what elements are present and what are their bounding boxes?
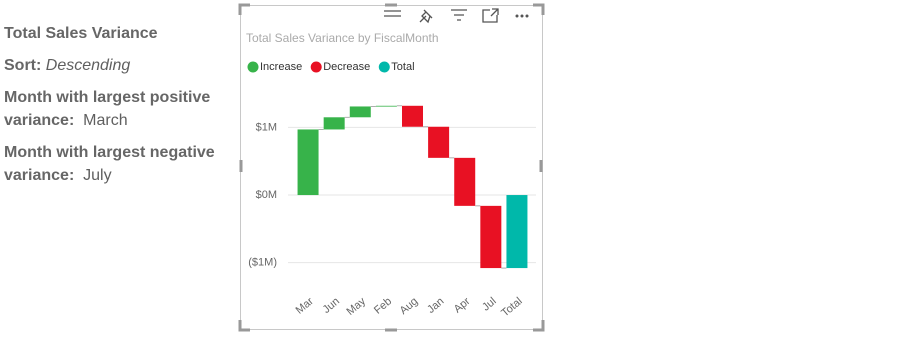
- toolbar[interactable]: [384, 8, 529, 24]
- heading: Total Sales Variance: [4, 22, 229, 45]
- y-tick-label: ($1M): [248, 257, 277, 269]
- bar: [297, 129, 319, 196]
- bar: [428, 126, 450, 158]
- bar: [454, 157, 476, 206]
- heading-text: Total Sales Variance: [4, 25, 158, 42]
- visual-frame: [240, 5, 543, 330]
- positive-value: March: [83, 112, 128, 129]
- sort-row: Sort: Descending: [4, 54, 229, 77]
- legend-label: Decrease: [323, 61, 370, 73]
- drag-icon[interactable]: [384, 10, 401, 17]
- legend-label: Increase: [260, 61, 302, 73]
- legend-label: Total: [391, 61, 414, 73]
- bar: [402, 105, 423, 127]
- sort-label: Sort:: [4, 57, 42, 74]
- focus-icon[interactable]: [482, 8, 499, 23]
- bar: [323, 117, 345, 130]
- bar: [375, 105, 397, 107]
- negative-row: Month with largest negative variance: Ju…: [4, 141, 229, 187]
- filter-icon[interactable]: [451, 9, 467, 21]
- bar: [480, 205, 502, 269]
- legend-swatch: [310, 61, 322, 73]
- positive-label: Month with largest positive variance:: [4, 89, 211, 129]
- legend-swatch: [247, 61, 259, 73]
- positive-row: Month with largest positive variance: Ma…: [4, 86, 229, 132]
- resize-handles[interactable]: [238, 3, 545, 332]
- y-tick-label: $1M: [256, 121, 277, 133]
- info-panel: Total Sales Variance Sort: Descending Mo…: [4, 22, 229, 196]
- negative-label: Month with largest negative variance:: [4, 144, 215, 184]
- negative-value: July: [83, 167, 112, 184]
- more-icon[interactable]: [515, 14, 529, 18]
- bar: [349, 106, 371, 118]
- chart-title: Total Sales Variance by FiscalMonth: [246, 31, 439, 45]
- legend-swatch: [378, 61, 390, 73]
- sort-value: Descending: [45, 57, 131, 74]
- y-tick-label: $0M: [256, 189, 277, 201]
- bar: [506, 195, 528, 269]
- pin-icon[interactable]: [419, 9, 433, 24]
